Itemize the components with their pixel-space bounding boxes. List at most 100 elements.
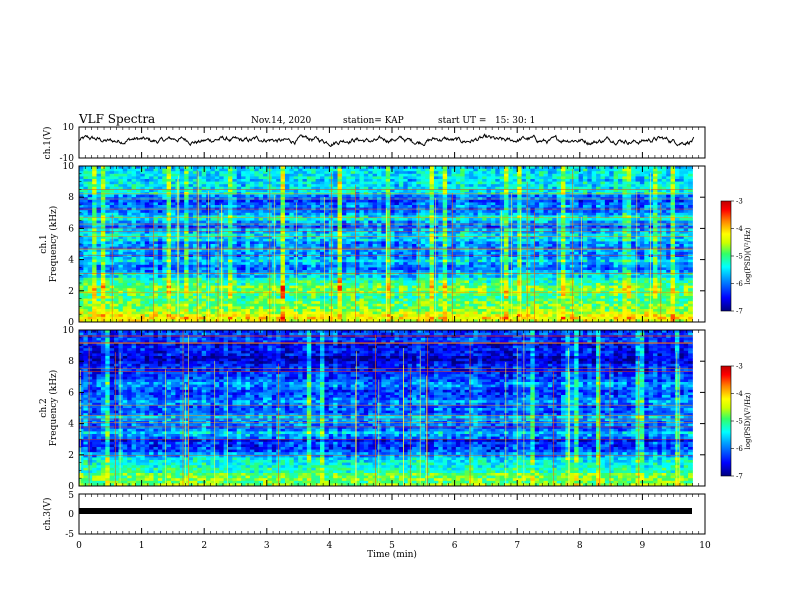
spectrogram-cell (670, 215, 676, 219)
spectrogram-cell (596, 231, 601, 234)
spectrogram-cell (210, 225, 216, 229)
spectrogram-cell (653, 199, 658, 203)
spectrogram-cell (236, 194, 242, 198)
spectrogram-cell (433, 202, 439, 206)
spectrogram-cell (144, 168, 150, 172)
spectrogram-cell (232, 199, 238, 203)
spectrogram-cell (280, 215, 286, 219)
spectrogram-cell (223, 166, 229, 169)
spectrogram-cell (429, 202, 435, 206)
spectrogram-cell (433, 205, 439, 208)
spectrogram-cell (661, 179, 667, 182)
spectrogram-cell (464, 212, 470, 216)
spectrogram-cell (320, 171, 325, 175)
spectrogram-cell (398, 223, 404, 227)
spectrogram-cell (241, 223, 246, 227)
spectrogram-cell (350, 225, 356, 229)
spectrogram-cell (460, 171, 466, 175)
spectrogram-cell (390, 218, 395, 221)
spectrogram-cell (118, 205, 124, 208)
spectrogram-cell (87, 194, 93, 198)
spectrogram-cell (376, 212, 382, 216)
spectrogram-cell (201, 225, 207, 229)
spectrogram-cell (280, 228, 286, 232)
spectrogram-cell (363, 173, 369, 177)
spectrogram-cell (469, 233, 474, 237)
spectrogram-cell (543, 225, 549, 229)
spectrogram-cell (236, 223, 242, 227)
spectrogram-cell (363, 168, 369, 172)
spectrogram-cell (324, 205, 330, 208)
spectrogram-cell (368, 223, 373, 227)
spectrogram-cell (547, 212, 553, 216)
spectrogram-cell (79, 179, 84, 182)
spectrogram-cell (271, 166, 277, 169)
spectrogram-cell (105, 228, 111, 232)
spectrogram-cell (609, 179, 614, 182)
spectrogram-cell (552, 181, 558, 185)
spectrogram-cell (604, 236, 610, 240)
spectrogram-cell (241, 168, 246, 172)
spectrogram-cell (127, 241, 132, 245)
spectrogram-cell (192, 166, 198, 169)
spectrogram-cell (469, 215, 474, 219)
spectrogram-cell (679, 223, 685, 227)
spectrogram-cell (609, 194, 614, 198)
spectrogram-cell (561, 231, 566, 234)
spectrogram-cell (114, 184, 119, 188)
spectrogram-cell (490, 251, 496, 255)
spectrogram-cell (359, 181, 365, 185)
spectrogram-cell (96, 241, 102, 245)
spectrogram-cell (530, 251, 536, 255)
spectrogram-cell (556, 215, 562, 219)
spectrogram-cell (363, 220, 369, 224)
spectrogram-cell (451, 212, 457, 216)
spectrogram-cell (534, 220, 540, 224)
spectrogram-cell (315, 184, 321, 188)
spectrogram-cell (376, 233, 382, 237)
spectrogram-cell (490, 225, 496, 229)
spectrogram-cell (464, 205, 470, 208)
spectrogram-cell (368, 171, 373, 175)
spectrogram-cell (455, 179, 461, 182)
spectrogram-cell (144, 225, 150, 229)
spectrogram-cell (131, 228, 137, 232)
spectrogram-cell (355, 241, 360, 245)
spectrogram-cell (280, 241, 286, 245)
spectrogram-cell (477, 186, 483, 190)
spectrogram-cell (346, 231, 352, 234)
spectrogram-cell (263, 220, 268, 224)
spectrogram-cell (429, 194, 435, 198)
spectrogram-cell (447, 236, 452, 240)
spectrogram-cell (425, 205, 430, 208)
spectrogram-cell (245, 241, 251, 245)
spectrogram-cell (635, 249, 641, 253)
spectrogram-cell (539, 202, 544, 206)
spectrogram-cell (359, 173, 365, 177)
spectrogram-cell (280, 233, 286, 237)
spectrogram-cell (517, 184, 522, 188)
spectrogram-cell (591, 236, 597, 240)
spectrogram-cell (302, 231, 308, 234)
spectrogram-cell (249, 173, 255, 177)
spectrogram-cell (135, 168, 141, 172)
spectrogram-cell (241, 215, 246, 219)
spectrogram-cell (385, 176, 391, 180)
spectrogram-cell (547, 181, 553, 185)
spectrogram-cell (490, 212, 496, 216)
spectrogram-cell (254, 244, 260, 247)
spectrogram-cell (674, 184, 680, 188)
spectrogram-cell (578, 171, 584, 175)
spectrogram-cell (547, 223, 553, 227)
spectrogram-cell (337, 186, 343, 190)
spectrogram-cell (469, 225, 474, 229)
spectrogram-cell (381, 231, 387, 234)
spectrogram-cell (289, 184, 295, 188)
spectrogram-cell (376, 202, 382, 206)
spectrogram-cell (241, 236, 246, 240)
spectrogram-cell (337, 166, 343, 169)
spectrogram-cell (355, 189, 360, 193)
spectrogram-cell (683, 212, 689, 216)
spectrogram-cell (372, 179, 378, 182)
spectrogram-cell (127, 189, 132, 193)
